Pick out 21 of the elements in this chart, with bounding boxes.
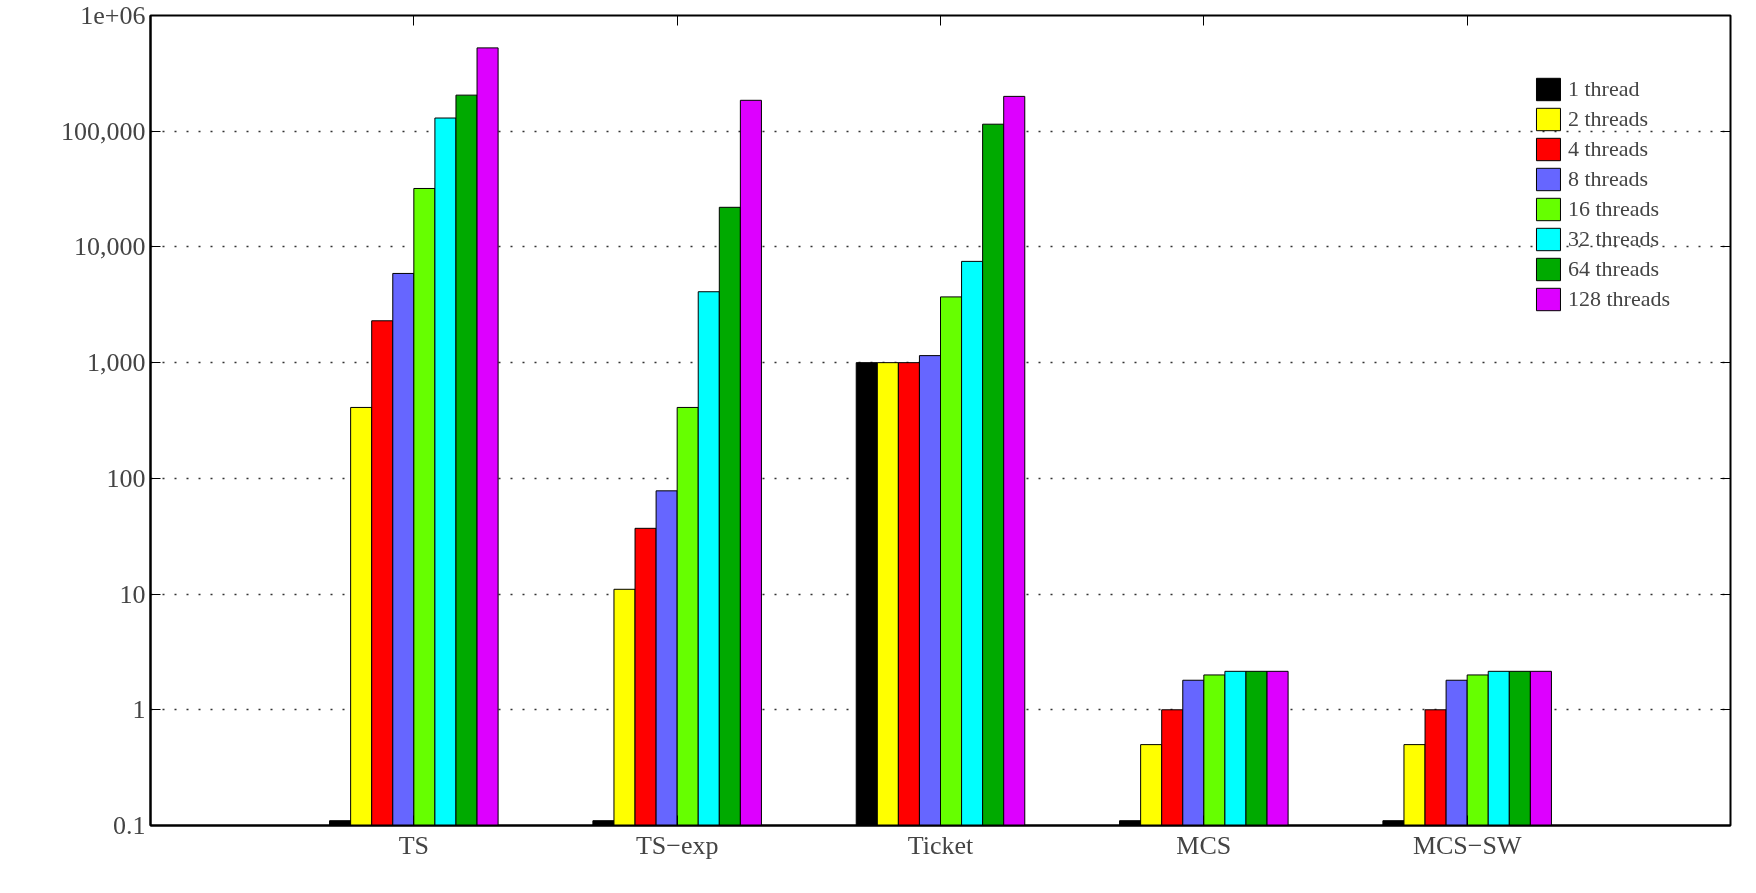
x-tick-label: MCS−SW	[1412, 830, 1522, 860]
legend-label: 8 threads	[1567, 166, 1648, 192]
y-tick-label: 0.1	[113, 811, 146, 840]
x-tick-label: Ticket	[907, 830, 975, 860]
y-tick-label: 100,000	[61, 116, 146, 146]
x-tick-label: TS−exp	[635, 830, 719, 860]
x-tick-label: TS	[398, 830, 430, 860]
legend-label: 128 threads	[1567, 286, 1670, 312]
y-tick-label: 1e+06	[80, 1, 146, 30]
y-tick-label: 1	[132, 695, 146, 725]
x-tick-label: MCS	[1176, 830, 1232, 860]
legend-label: 16 threads	[1567, 196, 1659, 222]
y-tick-label: 10,000	[74, 232, 146, 262]
y-tick-label: 1,000	[87, 348, 146, 378]
legend-label: 32 threads	[1567, 226, 1659, 252]
legend-label: 64 threads	[1567, 256, 1659, 282]
y-tick-label: 100	[106, 463, 146, 493]
legend-label: 1 thread	[1567, 76, 1640, 102]
legend-label: 2 threads	[1567, 106, 1648, 132]
y-tick-label: 10	[119, 579, 146, 609]
legend-label: 4 threads	[1567, 136, 1648, 162]
